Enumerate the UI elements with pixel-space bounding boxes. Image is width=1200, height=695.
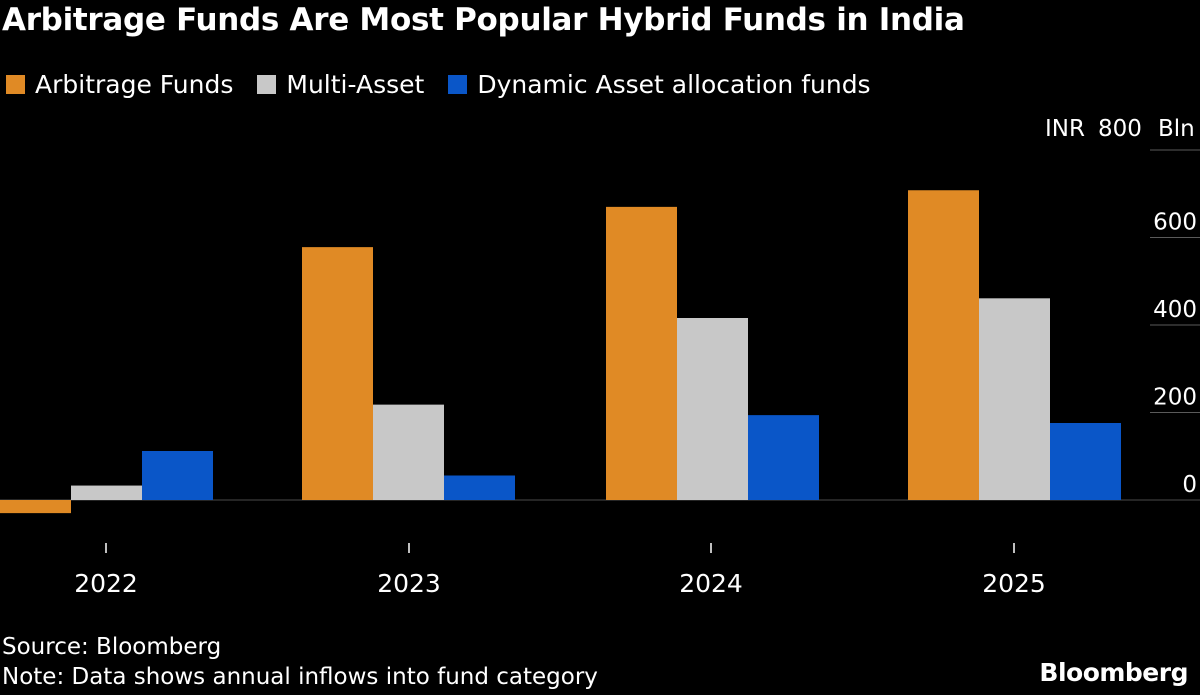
legend-swatch-multi-asset	[257, 75, 277, 94]
bar-dynamic-asset-allocation-funds-2025	[1050, 423, 1121, 500]
legend-item-dynamic: Dynamic Asset allocation funds	[448, 70, 871, 99]
bar-dynamic-asset-allocation-funds-2022	[142, 451, 213, 500]
y-tick-label: 0	[1182, 472, 1197, 498]
legend-label-dynamic: Dynamic Asset allocation funds	[477, 70, 871, 99]
y-unit-suffix: Bln	[1158, 116, 1195, 142]
y-tick-label: 800	[1098, 116, 1142, 142]
bar-arbitrage-funds-2025	[908, 190, 979, 500]
bar-multi-asset-2025	[979, 298, 1050, 500]
data-note: Note: Data shows annual inflows into fun…	[2, 664, 598, 690]
y-tick-label: 600	[1153, 210, 1197, 236]
y-tick-label: 400	[1153, 297, 1197, 323]
legend-swatch-dynamic	[448, 75, 468, 94]
x-tick-label: 2022	[74, 569, 138, 598]
bar-multi-asset-2022	[71, 485, 142, 500]
chart-title: Arbitrage Funds Are Most Popular Hybrid …	[2, 2, 965, 38]
bar-dynamic-asset-allocation-funds-2024	[748, 415, 819, 500]
x-tick-label: 2025	[982, 569, 1046, 598]
legend-swatch-arbitrage	[6, 75, 25, 94]
legend-label-multi-asset: Multi-Asset	[286, 70, 425, 99]
bar-dynamic-asset-allocation-funds-2023	[444, 475, 515, 500]
legend: Arbitrage Funds Multi-Asset Dynamic Asse…	[6, 70, 895, 99]
legend-item-arbitrage: Arbitrage Funds	[6, 70, 233, 99]
x-tick-label: 2023	[377, 569, 441, 598]
y-tick-label: 200	[1153, 385, 1197, 411]
bar-arbitrage-funds-2024	[606, 206, 677, 500]
bar-arbitrage-funds-2022	[0, 500, 71, 514]
bloomberg-logo: Bloomberg	[1039, 658, 1188, 687]
bar-arbitrage-funds-2023	[302, 247, 373, 500]
bar-multi-asset-2023	[373, 404, 444, 500]
x-tick-label: 2024	[679, 569, 743, 598]
y-unit-label: INR	[1045, 116, 1085, 142]
source-note: Source: Bloomberg	[2, 634, 222, 660]
bar-multi-asset-2024	[677, 318, 748, 500]
legend-label-arbitrage: Arbitrage Funds	[35, 70, 234, 99]
legend-item-multi-asset: Multi-Asset	[257, 70, 424, 99]
